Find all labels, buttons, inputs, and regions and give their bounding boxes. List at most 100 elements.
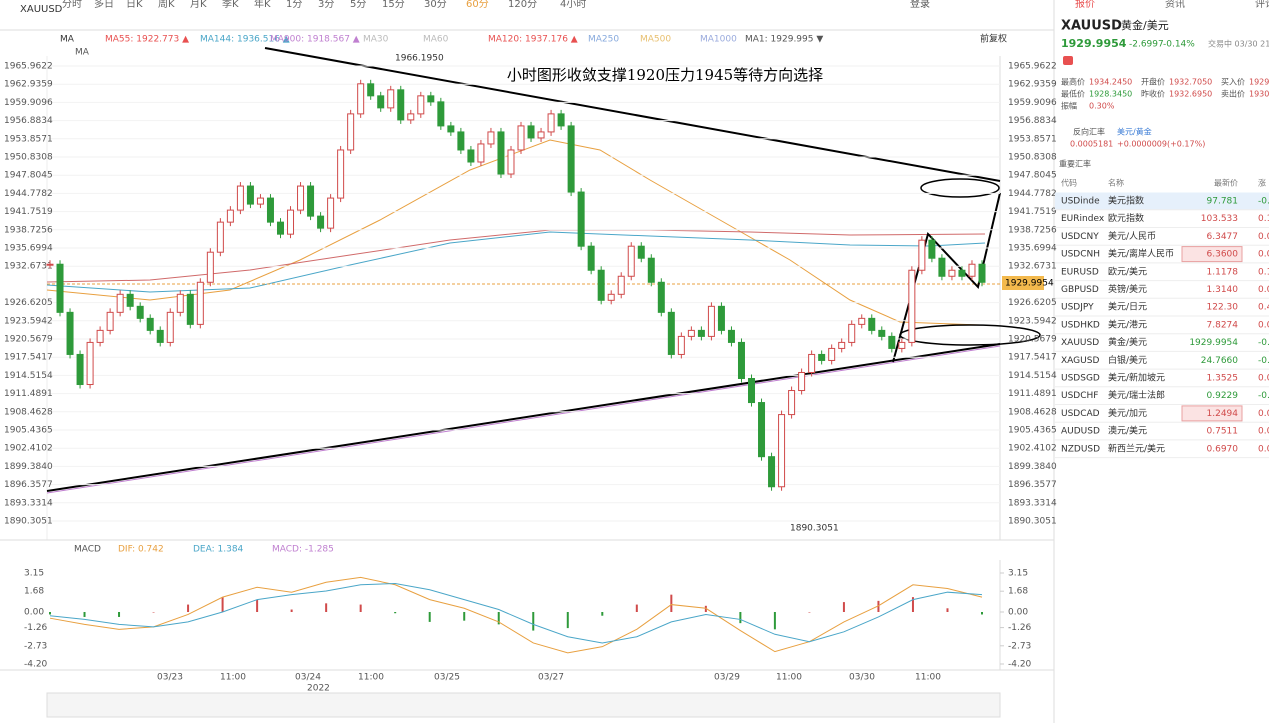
candle xyxy=(537,131,545,139)
table-cell: 0.1 xyxy=(1258,214,1269,224)
price-tick-label-left: 1896.3577 xyxy=(4,480,53,490)
table-cell: 0.0 xyxy=(1258,320,1269,330)
table-cell[interactable]: USDCNY xyxy=(1061,232,1099,242)
candle xyxy=(868,317,876,331)
table-cell: 美元/港元 xyxy=(1108,318,1147,330)
table-cell: 0.0 xyxy=(1258,250,1269,260)
candle xyxy=(597,269,605,301)
macd-tick-label: 1.68 xyxy=(1008,587,1028,597)
candle xyxy=(327,197,335,229)
macd-tick-label: -4.20 xyxy=(1008,660,1032,670)
macd-dea xyxy=(49,583,983,644)
ma-legend: MA144: 1936.516 ▲ xyxy=(200,35,290,45)
time-label: 03/29 xyxy=(714,673,740,683)
price-tick-label: 1923.5942 xyxy=(1008,316,1057,326)
table-cell: 1.3525 xyxy=(1207,374,1239,384)
adjust[interactable]: 前复权 xyxy=(980,33,1007,45)
candle xyxy=(928,239,936,259)
panel-tab[interactable]: 报价 xyxy=(1075,0,1095,10)
period-tab[interactable]: 日K xyxy=(126,0,143,10)
period-tab[interactable]: 年K xyxy=(254,0,271,10)
price-flash xyxy=(1181,246,1243,263)
period-tab[interactable]: 月K xyxy=(190,0,207,10)
stat-label: 买入价 xyxy=(1221,78,1245,87)
ma-legend: MA1000 xyxy=(700,35,737,45)
navigator[interactable] xyxy=(46,692,1001,718)
candle xyxy=(186,293,194,325)
candle xyxy=(557,113,565,127)
period-tab[interactable]: 1分 xyxy=(286,0,302,10)
candle xyxy=(417,95,425,115)
table-cell[interactable]: EURindex xyxy=(1061,214,1105,224)
candle xyxy=(86,341,94,386)
macd-bar xyxy=(49,612,51,615)
period-tab[interactable]: 季K xyxy=(222,0,239,10)
reverse-pair: 美元/黄金 xyxy=(1117,127,1152,137)
login[interactable]: 登录 xyxy=(910,0,930,10)
table-cell: 欧元/美元 xyxy=(1108,265,1147,277)
price-tick-label-left: 1938.7256 xyxy=(4,225,53,235)
table-cell[interactable]: AUDUSD xyxy=(1061,427,1100,437)
candle xyxy=(407,113,415,121)
table-cell: 美元/新加坡元 xyxy=(1108,372,1165,384)
macd-tick-label: -1.26 xyxy=(1008,623,1032,633)
table-cell[interactable]: USDCNH xyxy=(1061,250,1100,260)
period-tab[interactable]: 4小时 xyxy=(560,0,586,10)
period-tab[interactable]: 多日 xyxy=(94,0,114,10)
candle xyxy=(196,281,204,325)
stat-value: 1932.6950 xyxy=(1169,90,1212,99)
period-tab[interactable]: 30分 xyxy=(424,0,447,10)
table-cell[interactable]: USDSGD xyxy=(1061,374,1100,384)
macd-tick-label: -2.73 xyxy=(1008,641,1031,651)
period-tab[interactable]: 120分 xyxy=(508,0,537,10)
table-cell: 1.3140 xyxy=(1207,285,1239,295)
symbol[interactable]: XAUUSD xyxy=(20,4,63,15)
panel-tab[interactable]: 评论 xyxy=(1255,0,1269,10)
price-tick-label: 1926.6205 xyxy=(1008,298,1057,308)
table-cell[interactable]: GBPUSD xyxy=(1061,285,1099,295)
period-tab[interactable]: 60分 xyxy=(466,0,489,10)
candle xyxy=(56,263,64,313)
period-tab[interactable]: 15分 xyxy=(382,0,405,10)
price-tick-label: 1902.4102 xyxy=(1008,444,1057,454)
price-tick-label-left: 1923.5942 xyxy=(4,316,53,326)
macd-bar xyxy=(221,597,224,612)
table-cell[interactable]: USDHKD xyxy=(1061,320,1100,330)
ma120-line xyxy=(46,229,986,283)
macd-bar xyxy=(773,612,776,630)
ma-legend: MA xyxy=(60,35,75,45)
price-tick-label: 1893.3314 xyxy=(1008,498,1057,508)
time-label: 03/25 xyxy=(434,673,460,683)
candle xyxy=(447,125,455,133)
candle xyxy=(697,329,705,337)
macd-bar xyxy=(911,597,914,612)
price-tick-label: 1890.3051 xyxy=(1008,517,1057,527)
period-tab[interactable]: 周K xyxy=(158,0,175,10)
period-tab[interactable]: 5分 xyxy=(350,0,366,10)
table-cell[interactable]: USDinde xyxy=(1061,197,1100,207)
price-tick-label: 1944.7782 xyxy=(1008,189,1057,199)
panel-tab[interactable]: 资讯 xyxy=(1165,0,1185,10)
candle xyxy=(547,113,555,133)
table-cell[interactable]: USDJPY xyxy=(1061,303,1094,313)
table-cell[interactable]: NZDUSD xyxy=(1061,444,1100,454)
price-tick-label: 1962.9359 xyxy=(1008,80,1057,90)
period-tab[interactable]: 分时 xyxy=(62,0,82,10)
table-header: 涨 xyxy=(1258,178,1266,188)
candle xyxy=(838,341,846,349)
table-cell[interactable]: EURUSD xyxy=(1061,267,1099,277)
table-cell[interactable]: USDCHF xyxy=(1061,391,1098,401)
candle xyxy=(226,209,234,223)
candle xyxy=(808,353,816,373)
table-cell[interactable]: XAGUSD xyxy=(1061,356,1099,366)
stat-value: 1928.3450 xyxy=(1089,90,1132,99)
candle xyxy=(778,414,786,488)
stat-value: 0.30% xyxy=(1089,102,1115,111)
period-tab[interactable]: 3分 xyxy=(318,0,334,10)
table-cell[interactable]: USDCAD xyxy=(1061,409,1100,419)
current-price-tag xyxy=(1002,276,1044,290)
macd-tick-label-left: 3.15 xyxy=(24,569,44,579)
table-cell[interactable]: XAUUSD xyxy=(1061,338,1099,348)
candle xyxy=(387,89,395,109)
